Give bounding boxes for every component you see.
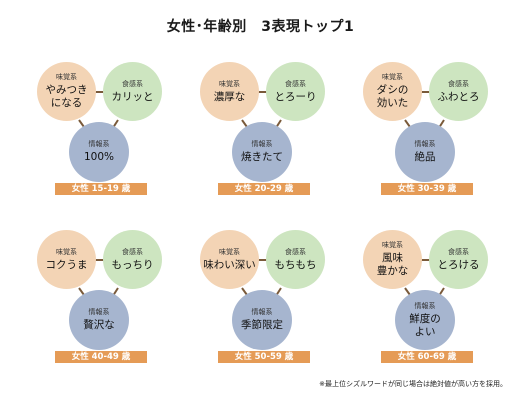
info-category-label: 情報系 <box>414 301 436 310</box>
age-group-label: 女性 20-29 歳 <box>218 183 310 195</box>
age-group-60-69: 味覚系 風味 豊かな 食感系 とろける 情報系 鮮度の よい 女性 60-69 … <box>359 230 489 372</box>
taste-category-label: 味覚系 <box>56 73 77 81</box>
info-word: 焼きたて <box>241 151 283 163</box>
food-circle: 食感系 ふわとろ <box>429 62 488 121</box>
taste-word: ダシの 効いた <box>376 84 409 109</box>
info-word: 季節限定 <box>241 319 283 331</box>
taste-word: 濃厚な <box>213 90 246 103</box>
food-circle: 食感系 もっちり <box>103 230 162 289</box>
food-circle: 食感系 もちもち <box>266 230 325 289</box>
page-title: 女性･年齢別 3表現トップ1 <box>166 19 355 35</box>
food-word: ふわとろ <box>437 90 480 103</box>
taste-word: 味わい深い <box>203 258 256 271</box>
info-category-label: 情報系 <box>88 308 110 316</box>
food-category-label: 食感系 <box>448 247 469 256</box>
footnote: ※最上位シズルワードが同じ場合は絶対値が高い方を採用。 <box>319 380 507 388</box>
food-circle: 食感系 カリッと <box>103 62 162 121</box>
age-group-15-19: 味覚系 やみつき になる 食感系 カリッと 情報系 100% 女性 15-19 … <box>33 62 163 204</box>
age-group-label: 女性 15-19 歳 <box>55 183 147 195</box>
taste-category-label: 味覚系 <box>219 79 240 88</box>
info-circle: 情報系 鮮度の よい <box>395 290 455 350</box>
info-circle: 情報系 季節限定 <box>232 290 292 350</box>
age-group-label: 女性 40-49 歳 <box>55 351 147 363</box>
info-circle: 情報系 絶品 <box>395 122 455 182</box>
food-word: もちもち <box>274 258 317 271</box>
food-category-label: 食感系 <box>122 247 143 256</box>
taste-circle: 味覚系 コクうま <box>37 230 96 289</box>
taste-circle: 味覚系 濃厚な <box>200 62 259 121</box>
taste-word: コクうま <box>45 258 88 271</box>
info-category-label: 情報系 <box>88 140 110 148</box>
food-circle: 食感系 とろーり <box>266 62 325 121</box>
info-category-label: 情報系 <box>251 308 273 316</box>
taste-circle: 味覚系 やみつき になる <box>37 62 96 121</box>
taste-word: 風味 豊かな <box>376 252 409 277</box>
food-word: とろける <box>437 258 480 271</box>
food-category-label: 食感系 <box>448 79 469 88</box>
info-word: 100% <box>83 151 115 163</box>
food-category-label: 食感系 <box>122 79 143 88</box>
food-word: カリッと <box>111 90 154 103</box>
age-group-20-29: 味覚系 濃厚な 食感系 とろーり 情報系 焼きたて 女性 20-29 歳 <box>196 62 326 204</box>
age-group-label: 女性 30-39 歳 <box>381 183 473 195</box>
food-word: とろーり <box>274 90 317 103</box>
age-group-30-39: 味覚系 ダシの 効いた 食感系 ふわとろ 情報系 絶品 女性 30-39 歳 <box>359 62 489 204</box>
taste-category-label: 味覚系 <box>56 247 77 256</box>
info-word: 絶品 <box>414 151 436 163</box>
taste-circle: 味覚系 味わい深い <box>200 230 259 289</box>
taste-category-label: 味覚系 <box>382 241 403 249</box>
age-group-label: 女性 60-69 歳 <box>381 351 473 363</box>
info-category-label: 情報系 <box>251 140 273 148</box>
food-category-label: 食感系 <box>285 247 306 256</box>
info-word: 贅沢な <box>83 319 115 331</box>
food-word: もっちり <box>111 258 154 271</box>
taste-circle: 味覚系 風味 豊かな <box>363 230 422 289</box>
taste-category-label: 味覚系 <box>219 247 240 256</box>
info-circle: 情報系 贅沢な <box>69 290 129 350</box>
info-circle: 情報系 焼きたて <box>232 122 292 182</box>
info-category-label: 情報系 <box>414 140 436 148</box>
info-word: 鮮度の よい <box>409 312 441 338</box>
food-circle: 食感系 とろける <box>429 230 488 289</box>
age-group-label: 女性 50-59 歳 <box>218 351 310 363</box>
age-group-40-49: 味覚系 コクうま 食感系 もっちり 情報系 贅沢な 女性 40-49 歳 <box>33 230 163 372</box>
taste-word: やみつき になる <box>45 84 88 109</box>
age-group-50-59: 味覚系 味わい深い 食感系 もちもち 情報系 季節限定 女性 50-59 歳 <box>196 230 326 372</box>
taste-circle: 味覚系 ダシの 効いた <box>363 62 422 121</box>
food-category-label: 食感系 <box>285 79 306 88</box>
taste-category-label: 味覚系 <box>382 73 403 81</box>
info-circle: 情報系 100% <box>69 122 129 182</box>
